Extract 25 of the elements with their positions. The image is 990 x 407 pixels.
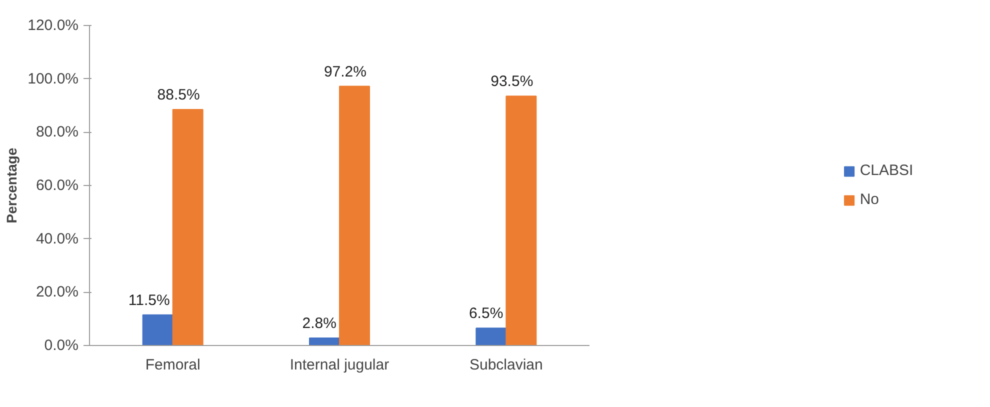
y-axis-title: Percentage [4,148,20,224]
legend-label: CLABSI [860,162,914,179]
y-tick-label: 60.0% [36,177,79,194]
y-tick-label: 80.0% [36,124,79,141]
text: 11.5% [128,292,170,309]
text: 6.5% [468,305,504,322]
text: 97.2% [324,63,367,80]
y-tick-label: 0.0% [44,337,79,354]
bar [339,86,370,346]
text: 88.5% [157,86,200,104]
y-tick-label: 40.0% [36,230,79,248]
legend-label: No [860,191,880,208]
bar [172,109,204,346]
bar [309,338,340,346]
y-tick-label: 20.0% [36,284,79,301]
bar [506,96,537,346]
text: 93.5% [490,73,534,90]
y-tick-label: 100.0% [28,70,78,88]
y-tick-label: 120.0% [28,17,78,34]
bar [476,328,507,346]
x-tick-label: Femoral [145,356,200,374]
bar [142,314,174,346]
x-tick-label: Subclavian [469,356,543,374]
text: 2.8% [302,315,337,332]
x-tick-label: Internal jugular [290,356,390,374]
